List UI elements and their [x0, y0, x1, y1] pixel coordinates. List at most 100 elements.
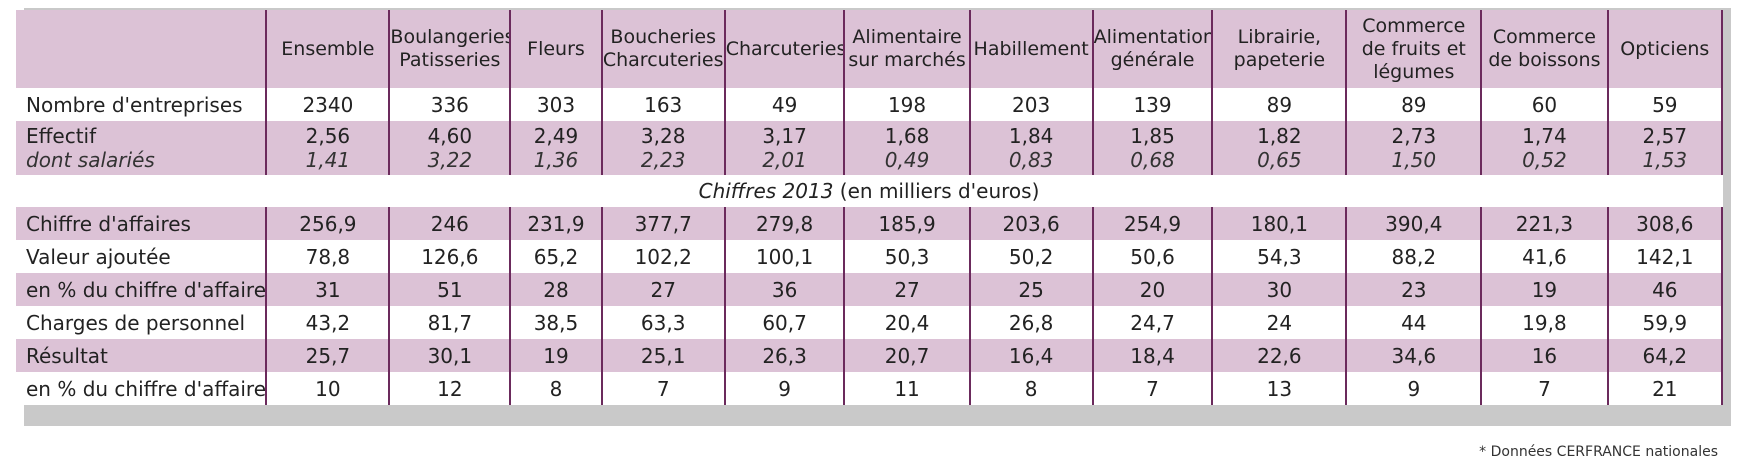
- table-cell: 19: [1481, 273, 1609, 306]
- table-cell: 102,2: [601, 240, 726, 273]
- table-cell: 26,3: [724, 339, 846, 372]
- table-cell: 27: [601, 273, 726, 306]
- table-row: Valeur ajoutée 78,8 126,6 65,2 102,2 100…: [16, 240, 1724, 273]
- table-cell: 139: [1092, 88, 1214, 121]
- column-header: Commerce de fruits et légumes: [1346, 10, 1483, 88]
- table-cell: 16: [1481, 339, 1609, 372]
- table-cell: 18,4: [1092, 339, 1214, 372]
- section-row: Chiffres 2013 (en milliers d'euros): [16, 175, 1722, 207]
- table-cell: 54,3: [1212, 240, 1348, 273]
- table-cell: 78,8: [266, 240, 391, 273]
- row-label: Valeur ajoutée: [16, 240, 268, 273]
- table-cell: 63,3: [601, 306, 726, 339]
- table-cell: 2,73 1,50: [1346, 121, 1483, 175]
- table-cell: 19: [510, 339, 603, 372]
- data-table: Ensemble Boulangeries Patisseries Fleurs…: [16, 10, 1724, 405]
- table-cell: 303: [510, 88, 603, 121]
- table-cell: 256,9: [266, 207, 391, 240]
- table-cell: 50,3: [844, 240, 971, 273]
- table-cell: 7: [1481, 372, 1609, 405]
- table-cell: 221,3: [1481, 207, 1609, 240]
- table-cell: 24,7: [1092, 306, 1214, 339]
- table-cell: 10: [266, 372, 391, 405]
- table-cell: 30,1: [389, 339, 512, 372]
- table-cell: 3,28 2,23: [601, 121, 726, 175]
- table-cell: 44: [1346, 306, 1483, 339]
- row-label: en % du chiffre d'affaires: [16, 372, 268, 405]
- table-cell: 2,56 1,41: [266, 121, 391, 175]
- table-cell: 46: [1607, 273, 1724, 306]
- table-cell: 31: [266, 273, 391, 306]
- table-cell: 60,7: [724, 306, 846, 339]
- table-cell: 36: [724, 273, 846, 306]
- table-cell: 50,6: [1092, 240, 1214, 273]
- table-cell: 13: [1212, 372, 1348, 405]
- column-header: Librairie, papeterie: [1212, 10, 1348, 88]
- table-cell: 254,9: [1092, 207, 1214, 240]
- table-cell: 89: [1346, 88, 1483, 121]
- table-cell: 81,7: [389, 306, 512, 339]
- table-row: Chiffre d'affaires 256,9 246 231,9 377,7…: [16, 207, 1724, 240]
- table-cell: 25: [969, 273, 1094, 306]
- section-title: Chiffres 2013 (en milliers d'euros): [16, 175, 1722, 207]
- table-cell: 20,7: [844, 339, 971, 372]
- table-cell: 20: [1092, 273, 1214, 306]
- table-cell: 43,2: [266, 306, 391, 339]
- table-cell: 51: [389, 273, 512, 306]
- table-cell: 203,6: [969, 207, 1094, 240]
- table-cell: 1,68 0,49: [844, 121, 971, 175]
- table-cell: 28: [510, 273, 603, 306]
- effectif-label: Effectif: [26, 124, 97, 148]
- column-header: [16, 10, 268, 88]
- column-header: Boulangeries Patisseries: [389, 10, 512, 88]
- table-cell: 50,2: [969, 240, 1094, 273]
- table-cell: 25,7: [266, 339, 391, 372]
- column-header: Charcuteries: [724, 10, 846, 88]
- table-cell: 2,49 1,36: [510, 121, 603, 175]
- table-cell: 12: [389, 372, 512, 405]
- table-cell: 8: [969, 372, 1094, 405]
- table-cell: 100,1: [724, 240, 846, 273]
- table-cell: 11: [844, 372, 971, 405]
- table-cell: 7: [601, 372, 726, 405]
- table-row-effectif: Effectif dont salariés 2,56 1,41 4,60 3,22 …: [16, 121, 1724, 175]
- row-label: Résultat: [16, 339, 268, 372]
- table-cell: 25,1: [601, 339, 726, 372]
- table-cell: 23: [1346, 273, 1483, 306]
- table-cell: 30: [1212, 273, 1348, 306]
- table-cell: 4,60 3,22: [389, 121, 512, 175]
- table-row: Charges de personnel 43,2 81,7 38,5 63,3…: [16, 306, 1724, 339]
- table-cell: 16,4: [969, 339, 1094, 372]
- table-cell: 34,6: [1346, 339, 1483, 372]
- table-cell: 49: [724, 88, 846, 121]
- column-header: Boucheries Charcuteries: [601, 10, 726, 88]
- table-cell: 20,4: [844, 306, 971, 339]
- table-cell: 198: [844, 88, 971, 121]
- row-label: Chiffre d'affaires: [16, 207, 268, 240]
- salaries-label: dont salariés: [26, 148, 155, 172]
- table-cell: 279,8: [724, 207, 846, 240]
- table-row: Résultat 25,7 30,1 19 25,1 26,3 20,7 16,…: [16, 339, 1724, 372]
- table-cell: 38,5: [510, 306, 603, 339]
- table-cell: 26,8: [969, 306, 1094, 339]
- table-cell: 27: [844, 273, 971, 306]
- table-cell: 1,74 0,52: [1481, 121, 1609, 175]
- table-cell: 60: [1481, 88, 1609, 121]
- table-cell: 390,4: [1346, 207, 1483, 240]
- table-cell: 336: [389, 88, 512, 121]
- table-cell: 19,8: [1481, 306, 1609, 339]
- row-label: Nombre d'entreprises: [16, 88, 268, 121]
- table-cell: 3,17 2,01: [724, 121, 846, 175]
- table-cell: 22,6: [1212, 339, 1348, 372]
- table-row: Nombre d'entreprises 2340 336 303 163 49…: [16, 88, 1724, 121]
- table-cell: 231,9: [510, 207, 603, 240]
- table-cell: 41,6: [1481, 240, 1609, 273]
- table-cell: 308,6: [1607, 207, 1724, 240]
- table-cell: 246: [389, 207, 512, 240]
- row-label: en % du chiffre d'affaires: [16, 273, 268, 306]
- table-cell: 2,57 1,53: [1607, 121, 1724, 175]
- table-cell: 9: [1346, 372, 1483, 405]
- footnote: * Données CERFRANCE nationales: [1479, 444, 1718, 460]
- table-cell: 88,2: [1346, 240, 1483, 273]
- table-cell: 126,6: [389, 240, 512, 273]
